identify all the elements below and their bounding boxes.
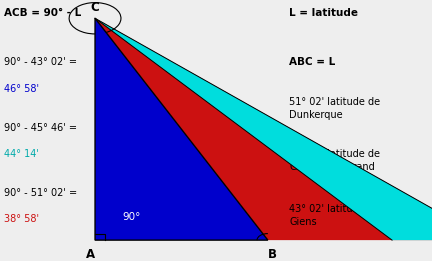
Text: ABC = L: ABC = L — [289, 57, 336, 67]
Text: 51° 02' latitude de
Dunkerque: 51° 02' latitude de Dunkerque — [289, 97, 381, 120]
Text: 90°: 90° — [123, 212, 141, 222]
Polygon shape — [95, 18, 432, 240]
Text: 44° 14': 44° 14' — [4, 149, 39, 159]
Text: 46° 58': 46° 58' — [4, 84, 39, 93]
Text: 38° 58': 38° 58' — [4, 214, 39, 224]
Text: L = latitude: L = latitude — [289, 8, 359, 18]
Text: 90° - 43° 02' =: 90° - 43° 02' = — [4, 57, 77, 67]
Text: A: A — [86, 248, 95, 261]
Text: B: B — [268, 248, 276, 261]
Text: C: C — [91, 1, 99, 14]
Polygon shape — [95, 18, 268, 240]
Text: 45° 46' latitude de
Clermont-Ferrand: 45° 46' latitude de Clermont-Ferrand — [289, 149, 381, 172]
Text: 90° - 45° 46' =: 90° - 45° 46' = — [4, 123, 77, 133]
Text: 90° - 51° 02' =: 90° - 51° 02' = — [4, 188, 77, 198]
Text: 43° 02' latitude de
Giens: 43° 02' latitude de Giens — [289, 204, 381, 227]
Polygon shape — [95, 18, 432, 240]
Text: ACB = 90° - L: ACB = 90° - L — [4, 8, 82, 18]
